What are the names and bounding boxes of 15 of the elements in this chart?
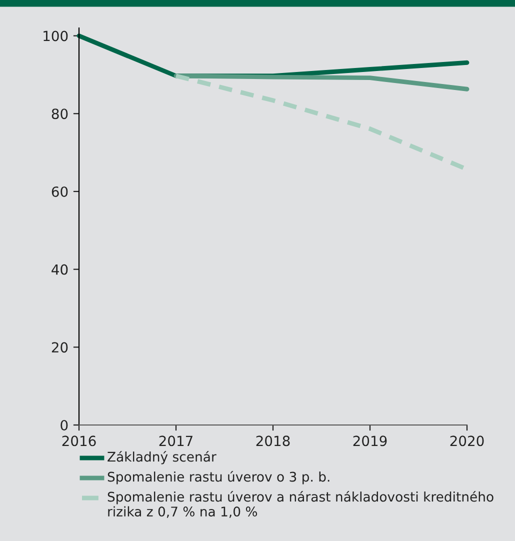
y-tick-label: 100 bbox=[44, 30, 68, 42]
y-tick-label: 0 bbox=[60, 420, 68, 430]
y-tick-label: 20 bbox=[52, 342, 68, 353]
legend-label: Spomalenie rastu úverov a nárast nákladovosti kreditného rizika z 0,7 % na 1,0 % bbox=[108, 491, 494, 518]
x-tick-label: 2017 bbox=[159, 436, 192, 446]
line-series bbox=[174, 74, 470, 92]
x-tick-label: 2016 bbox=[62, 436, 96, 446]
legend-label: Spomalenie rastu úverov o 3 p. b. bbox=[108, 471, 330, 484]
legend-label: Základný scenár bbox=[108, 451, 216, 464]
x-tick-label: 2020 bbox=[450, 436, 484, 446]
y-tick-label: 60 bbox=[52, 186, 68, 197]
y-tick-label: 80 bbox=[52, 108, 68, 120]
x-tick-label: 2019 bbox=[353, 436, 387, 446]
y-tick-label: 40 bbox=[52, 264, 68, 275]
x-tick-label: 2018 bbox=[256, 436, 290, 446]
